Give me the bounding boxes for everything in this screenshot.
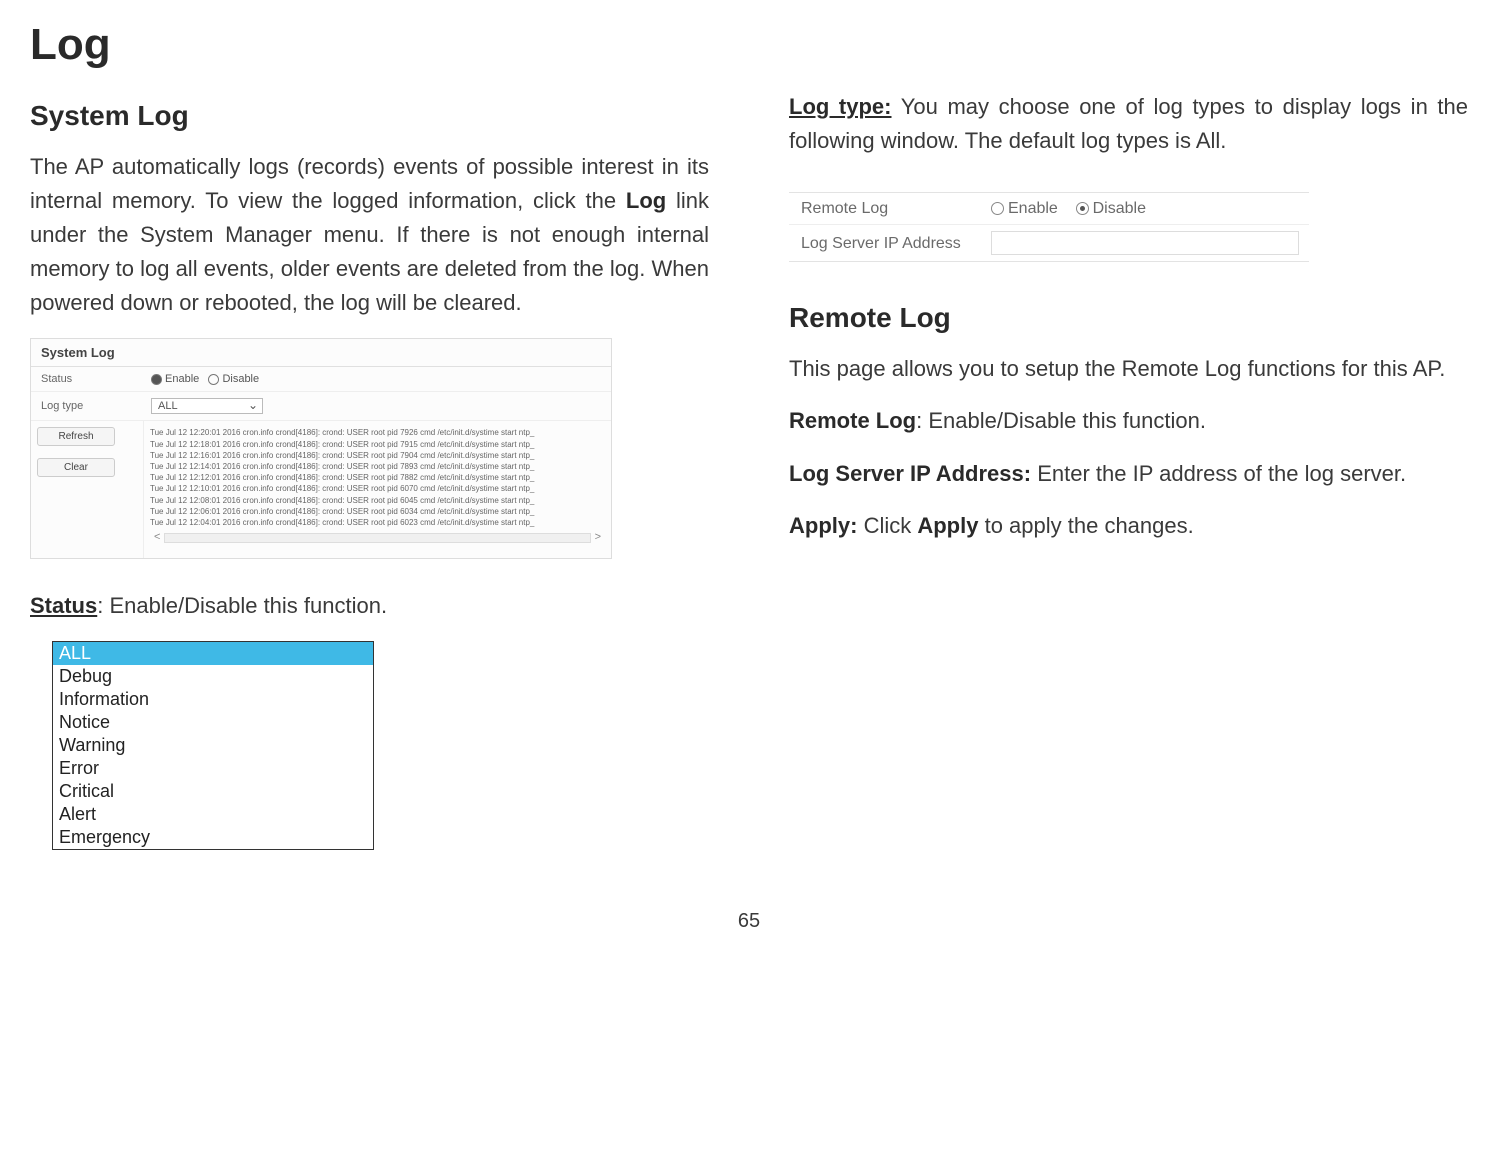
- logtype-option[interactable]: Debug: [53, 665, 373, 688]
- logtype-option[interactable]: Error: [53, 757, 373, 780]
- logtype-dropdown-screenshot: ALL Debug Information Notice Warning Err…: [52, 641, 374, 850]
- syslog-status-row: Status Enable Disable: [31, 367, 611, 392]
- scroll-right-icon[interactable]: >: [595, 530, 601, 545]
- system-log-screenshot: System Log Status Enable Disable Log typ…: [30, 338, 612, 558]
- syslog-logtype-label: Log type: [41, 400, 131, 412]
- logtype-option[interactable]: Notice: [53, 711, 373, 734]
- logserver-line: Log Server IP Address: Enter the IP addr…: [789, 457, 1468, 491]
- logtype-option[interactable]: Emergency: [53, 826, 373, 849]
- logserverip-label: Log Server IP Address: [801, 234, 991, 253]
- remote-log-heading: Remote Log: [789, 302, 1468, 334]
- logtype-text: You may choose one of log types to displ…: [789, 94, 1468, 153]
- apply-post: to apply the changes.: [978, 513, 1193, 538]
- syslog-title: System Log: [31, 339, 611, 367]
- system-log-intro: The AP automatically logs (records) even…: [30, 150, 709, 320]
- logtype-option[interactable]: Warning: [53, 734, 373, 757]
- log-line: Tue Jul 12 12:12:01 2016 cron.info crond…: [150, 472, 605, 483]
- log-line: Tue Jul 12 12:14:01 2016 cron.info crond…: [150, 461, 605, 472]
- right-column: Log type: You may choose one of log type…: [789, 90, 1468, 850]
- apply-mid: Click: [857, 513, 917, 538]
- syslog-status-radios: Enable Disable: [151, 373, 259, 385]
- log-line: Tue Jul 12 12:06:01 2016 cron.info crond…: [150, 506, 605, 517]
- logtype-para: Log type: You may choose one of log type…: [789, 90, 1468, 158]
- logserverip-content: [991, 231, 1297, 255]
- remotelog-enable-radio[interactable]: [991, 202, 1004, 215]
- remotelog-text: : Enable/Disable this function.: [916, 408, 1206, 433]
- logserver-text: Enter the IP address of the log server.: [1031, 461, 1406, 486]
- logtype-option[interactable]: Information: [53, 688, 373, 711]
- log-line: Tue Jul 12 12:08:01 2016 cron.info crond…: [150, 495, 605, 506]
- remotelog-enable-label: Enable: [1008, 200, 1058, 217]
- radio-disable-label: Disable: [222, 373, 259, 385]
- log-line: Tue Jul 12 12:16:01 2016 cron.info crond…: [150, 450, 605, 461]
- logtype-option[interactable]: Alert: [53, 803, 373, 826]
- refresh-button[interactable]: Refresh: [37, 427, 115, 446]
- apply-label: Apply:: [789, 513, 857, 538]
- syslog-status-label: Status: [41, 373, 131, 385]
- syslog-logtype-select[interactable]: ALL: [151, 398, 263, 414]
- system-log-heading: System Log: [30, 100, 709, 132]
- remotelog-disable-radio[interactable]: [1076, 202, 1089, 215]
- syslog-logtype-row: Log type ALL: [31, 392, 611, 421]
- logtype-option[interactable]: ALL: [53, 642, 373, 665]
- remotelog-label: Remote Log: [801, 199, 991, 218]
- remotelog-disable-label: Disable: [1093, 200, 1146, 217]
- remotelog-row-ip: Log Server IP Address: [789, 225, 1309, 261]
- log-line: Tue Jul 12 12:20:01 2016 cron.info crond…: [150, 427, 605, 438]
- syslog-buttons: Refresh Clear: [31, 421, 144, 557]
- remote-log-intro: This page allows you to setup the Remote…: [789, 352, 1468, 386]
- status-line: Status: Enable/Disable this function.: [30, 589, 709, 623]
- scrollbar[interactable]: [164, 533, 590, 543]
- logserverip-input[interactable]: [991, 231, 1299, 255]
- remotelog-bold: Remote Log: [789, 408, 916, 433]
- syslog-body: Refresh Clear Tue Jul 12 12:20:01 2016 c…: [31, 421, 611, 557]
- radio-enable-icon[interactable]: [151, 374, 162, 385]
- content-columns: System Log The AP automatically logs (re…: [30, 90, 1468, 850]
- logtype-label: Log type:: [789, 94, 892, 119]
- logtype-option[interactable]: Critical: [53, 780, 373, 803]
- remotelog-row-status: Remote Log Enable Disable: [789, 193, 1309, 225]
- log-line: Tue Jul 12 12:10:01 2016 cron.info crond…: [150, 483, 605, 494]
- log-line: Tue Jul 12 12:18:01 2016 cron.info crond…: [150, 439, 605, 450]
- radio-enable-label: Enable: [165, 373, 199, 385]
- page-number: 65: [30, 910, 1468, 933]
- remote-log-screenshot: Remote Log Enable Disable Log Server IP …: [789, 192, 1309, 262]
- left-column: System Log The AP automatically logs (re…: [30, 90, 709, 850]
- status-text: : Enable/Disable this function.: [97, 593, 387, 618]
- radio-disable-icon[interactable]: [208, 374, 219, 385]
- intro-pre: The AP automatically logs (records) even…: [30, 154, 709, 213]
- logserver-bold: Log Server IP Address:: [789, 461, 1031, 486]
- scroll-row: < >: [150, 528, 605, 547]
- apply-bold: Apply: [917, 513, 978, 538]
- log-line: Tue Jul 12 12:04:01 2016 cron.info crond…: [150, 517, 605, 528]
- scroll-left-icon[interactable]: <: [154, 530, 160, 545]
- syslog-lines: Tue Jul 12 12:20:01 2016 cron.info crond…: [144, 421, 611, 557]
- remotelog-line: Remote Log: Enable/Disable this function…: [789, 404, 1468, 438]
- clear-button[interactable]: Clear: [37, 458, 115, 477]
- intro-bold-log: Log: [626, 188, 666, 213]
- page-title: Log: [30, 20, 1468, 70]
- remotelog-radios: Enable Disable: [991, 200, 1297, 218]
- apply-line: Apply: Click Apply to apply the changes.: [789, 509, 1468, 543]
- status-label: Status: [30, 593, 97, 618]
